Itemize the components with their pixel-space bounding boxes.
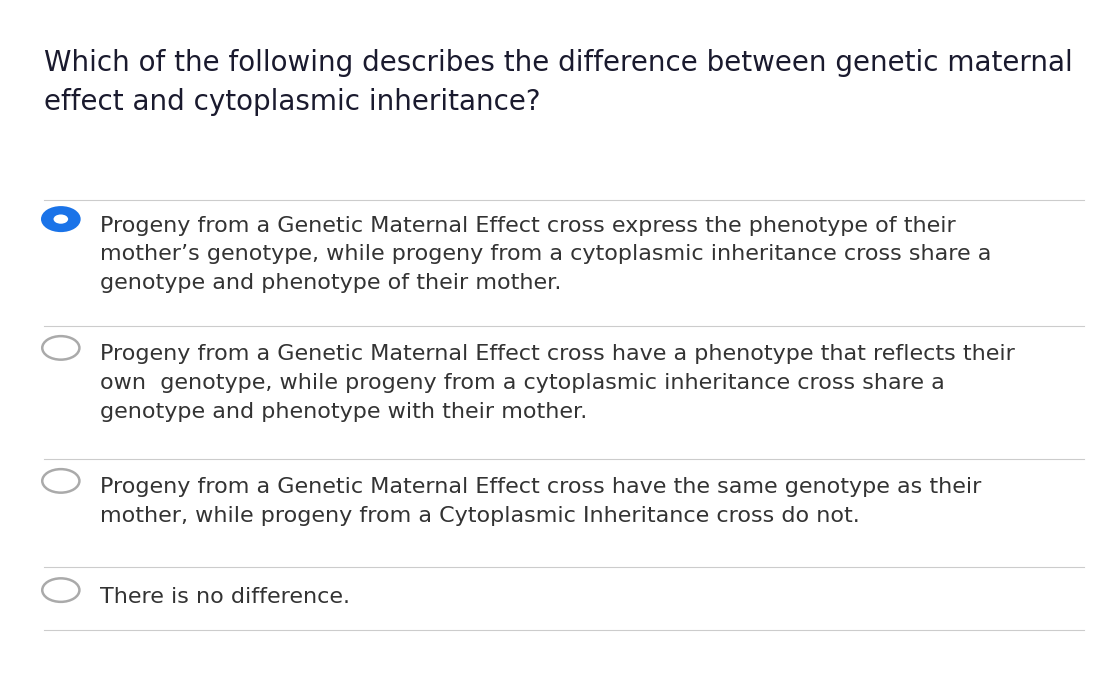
Circle shape <box>42 578 80 602</box>
Text: Progeny from a Genetic Maternal Effect cross have the same genotype as their
mot: Progeny from a Genetic Maternal Effect c… <box>100 477 981 526</box>
Text: Progeny from a Genetic Maternal Effect cross have a phenotype that reflects thei: Progeny from a Genetic Maternal Effect c… <box>100 344 1014 422</box>
Circle shape <box>53 214 69 224</box>
Circle shape <box>42 207 80 231</box>
Text: Which of the following describes the difference between genetic maternal
effect : Which of the following describes the dif… <box>44 49 1073 116</box>
Text: Progeny from a Genetic Maternal Effect cross express the phenotype of their
moth: Progeny from a Genetic Maternal Effect c… <box>100 216 991 293</box>
Circle shape <box>42 469 80 493</box>
Circle shape <box>42 336 80 360</box>
Text: There is no difference.: There is no difference. <box>100 587 349 607</box>
